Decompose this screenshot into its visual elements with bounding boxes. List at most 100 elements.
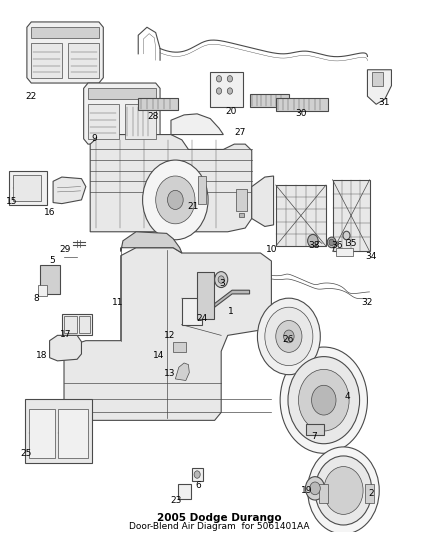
Bar — [319, 484, 328, 503]
Bar — [31, 43, 62, 78]
Circle shape — [216, 88, 222, 94]
Circle shape — [194, 471, 200, 478]
Circle shape — [315, 456, 372, 525]
Bar — [79, 316, 90, 333]
Text: 22: 22 — [26, 92, 37, 101]
Text: 9: 9 — [92, 134, 97, 143]
Bar — [40, 265, 60, 294]
Polygon shape — [84, 83, 160, 144]
Polygon shape — [318, 497, 374, 519]
Circle shape — [216, 76, 222, 82]
Text: 29: 29 — [60, 245, 71, 254]
Bar — [177, 484, 191, 499]
Text: 15: 15 — [6, 197, 18, 206]
Bar — [64, 316, 77, 333]
Text: Door-Blend Air Diagram  for 5061401AA: Door-Blend Air Diagram for 5061401AA — [129, 522, 309, 531]
Bar — [58, 409, 88, 457]
Circle shape — [298, 369, 349, 431]
Circle shape — [343, 231, 350, 240]
Text: 1: 1 — [228, 307, 234, 316]
Polygon shape — [239, 213, 244, 217]
Circle shape — [227, 76, 233, 82]
Polygon shape — [367, 70, 392, 104]
Text: 16: 16 — [44, 208, 55, 216]
Text: 5: 5 — [49, 256, 55, 265]
Bar — [62, 314, 92, 335]
Bar — [306, 424, 324, 435]
Bar — [198, 176, 206, 204]
Circle shape — [284, 330, 294, 343]
Circle shape — [288, 357, 360, 444]
Circle shape — [155, 176, 195, 224]
Text: 28: 28 — [147, 112, 158, 121]
Text: 21: 21 — [187, 203, 198, 211]
Polygon shape — [252, 176, 274, 227]
Bar — [10, 171, 46, 205]
Text: 19: 19 — [300, 486, 312, 495]
Bar — [29, 409, 55, 457]
Text: 36: 36 — [331, 240, 343, 249]
Circle shape — [218, 276, 224, 284]
Text: 3: 3 — [219, 279, 226, 288]
Polygon shape — [215, 290, 250, 307]
Polygon shape — [49, 335, 81, 361]
Polygon shape — [64, 248, 272, 421]
Polygon shape — [175, 363, 189, 381]
Text: 14: 14 — [153, 351, 164, 360]
Bar — [372, 72, 383, 86]
Bar — [250, 94, 289, 107]
Text: 7: 7 — [311, 432, 317, 441]
Text: 25: 25 — [20, 449, 32, 458]
Bar — [276, 98, 328, 111]
Circle shape — [329, 239, 334, 246]
Polygon shape — [90, 134, 252, 232]
Bar — [13, 175, 41, 201]
Circle shape — [324, 466, 363, 514]
Text: 4: 4 — [345, 392, 350, 401]
Circle shape — [276, 320, 302, 352]
Text: 23: 23 — [170, 496, 182, 505]
Bar — [68, 43, 99, 78]
Text: 6: 6 — [195, 481, 201, 490]
Bar — [25, 399, 92, 463]
Text: 26: 26 — [283, 335, 293, 344]
Polygon shape — [53, 177, 86, 204]
Circle shape — [307, 235, 318, 247]
Text: 10: 10 — [265, 245, 277, 254]
Text: 38: 38 — [308, 240, 320, 249]
Text: 31: 31 — [378, 98, 390, 107]
Text: 35: 35 — [345, 239, 357, 248]
Text: 13: 13 — [164, 369, 176, 378]
Bar — [88, 104, 119, 139]
Text: 27: 27 — [234, 128, 246, 137]
Text: 12: 12 — [164, 331, 176, 340]
Bar — [197, 272, 214, 319]
Bar — [138, 98, 177, 110]
Polygon shape — [171, 114, 223, 134]
Text: 8: 8 — [34, 294, 39, 303]
Circle shape — [143, 160, 208, 240]
Text: 32: 32 — [361, 298, 372, 307]
Bar — [173, 342, 186, 352]
Text: 17: 17 — [60, 330, 71, 339]
Circle shape — [305, 477, 325, 500]
Polygon shape — [27, 22, 103, 83]
Bar — [332, 180, 370, 252]
Bar — [38, 285, 46, 295]
Circle shape — [311, 385, 336, 415]
Text: 2: 2 — [368, 489, 374, 498]
Circle shape — [167, 190, 183, 209]
Circle shape — [227, 88, 233, 94]
Text: 34: 34 — [365, 252, 377, 261]
Bar — [125, 104, 155, 139]
Text: 24: 24 — [197, 314, 208, 323]
Polygon shape — [121, 232, 182, 253]
Bar — [336, 248, 353, 256]
Bar — [88, 88, 155, 99]
Bar — [192, 468, 203, 481]
Text: 11: 11 — [112, 298, 124, 307]
Circle shape — [265, 307, 313, 366]
Bar — [237, 189, 247, 211]
Bar — [182, 298, 201, 325]
Text: 18: 18 — [36, 351, 48, 360]
